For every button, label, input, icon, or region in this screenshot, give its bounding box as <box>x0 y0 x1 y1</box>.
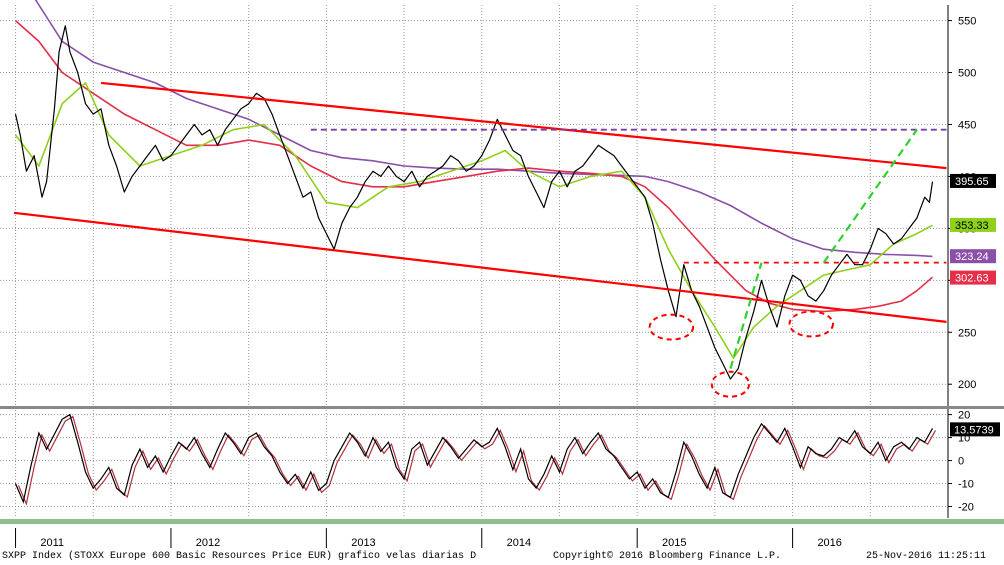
oscillator-line <box>14 413 934 504</box>
last-value-badge <box>950 173 996 188</box>
x-year-label: 2013 <box>351 537 375 549</box>
last-value-badge-text: 323.24 <box>955 251 989 263</box>
oscillator-panel <box>14 413 937 506</box>
osc-last-value-badge-text: 13.5739 <box>954 424 994 436</box>
channel-upper-line <box>100 81 947 170</box>
osc-tick-label: -20 <box>958 502 974 514</box>
last-value-badge-text: 302.63 <box>955 273 989 285</box>
green-target-line-1 <box>729 262 763 369</box>
last-value-badge-text: 395.65 <box>955 176 989 188</box>
x-year-label: 2012 <box>196 537 220 549</box>
price-series-line-ma-longest <box>34 0 933 258</box>
gridlines <box>0 5 948 518</box>
osc-last-value-badge <box>950 422 1000 437</box>
pattern-circle-1 <box>648 313 695 341</box>
x-year-label: 2015 <box>662 537 686 549</box>
volume-strip <box>0 519 1004 524</box>
axes: 55050045040035030025020020100-10-2020112… <box>0 5 1004 549</box>
green-target-line-2 <box>822 129 918 264</box>
price-series-line-sxpp-index <box>14 25 934 380</box>
price-series-line-ma-long <box>14 20 934 313</box>
footer-security-description: SXPP Index (STOXX Europe 600 Basic Resou… <box>2 551 477 562</box>
osc-tick-label: 0 <box>958 456 964 468</box>
last-value-badge <box>950 249 996 264</box>
last-value-badge <box>950 270 996 285</box>
osc-tick-label: -10 <box>958 479 974 491</box>
price-tick-label: 500 <box>958 68 976 80</box>
price-tick-label: 250 <box>958 327 976 339</box>
price-tick-label: 200 <box>958 379 976 391</box>
footer-timestamp: 25-Nov-2016 11:25:11 <box>866 551 987 562</box>
last-value-badge-text: 353.33 <box>955 220 989 232</box>
x-year-label: 2014 <box>507 537 531 549</box>
osc-tick-label: 20 <box>958 410 970 422</box>
pattern-circle-2 <box>710 370 751 398</box>
price-tick-label: 550 <box>958 16 976 28</box>
panel-separator <box>0 406 1004 409</box>
channel-lower-line <box>13 211 947 323</box>
pattern-circle-3 <box>788 310 834 338</box>
price-panel <box>13 0 947 398</box>
last-value-badge <box>950 217 996 232</box>
footer-copyright: Copyright© 2016 Bloomberg Finance L.P. <box>553 551 782 562</box>
x-year-label: 2011 <box>40 537 64 549</box>
price-tick-label: 450 <box>958 119 976 131</box>
x-year-label: 2016 <box>817 537 841 549</box>
